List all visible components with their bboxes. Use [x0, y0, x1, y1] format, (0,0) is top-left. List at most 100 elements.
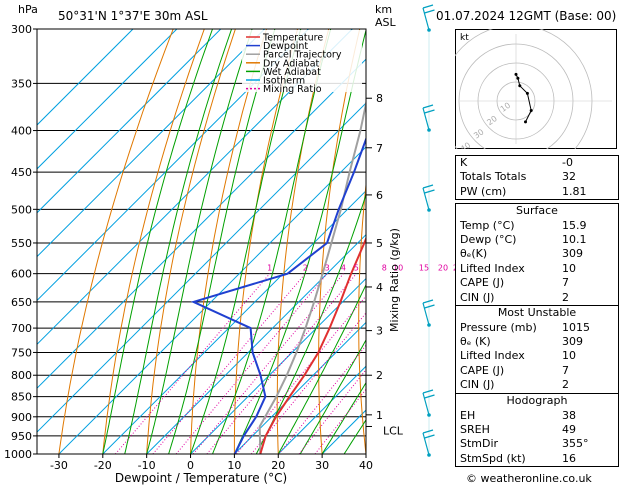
row-value: 38 — [562, 408, 576, 422]
parcel-trajectory-line — [258, 99, 366, 454]
mixing-ratio-label: 8 — [382, 264, 387, 273]
wind-barb-flag — [424, 434, 435, 439]
wind-barb-flag — [424, 189, 435, 194]
dry-adiabat-line — [190, 29, 267, 454]
hodograph-point — [524, 120, 527, 124]
table-row: CAPE (J) 7 — [456, 276, 618, 290]
table-row: K -0 — [456, 156, 618, 170]
hodograph-unit-label: kt — [460, 33, 469, 43]
mixing-ratio-label: 2 — [303, 264, 308, 273]
wind-barb-flag — [422, 104, 434, 109]
row-value: 7 — [562, 276, 569, 290]
x-tick-label: 30 — [315, 459, 329, 472]
row-label: θₑ (K) — [460, 334, 491, 348]
row-value: 10 — [562, 349, 576, 363]
isotherm-line — [37, 102, 366, 433]
wind-barb-flag — [422, 4, 434, 9]
mixing-ratio-label: 20 — [438, 264, 448, 273]
row-label: K — [460, 156, 468, 169]
row-value: 10.1 — [562, 232, 587, 246]
pressure-tick-label: 650 — [11, 296, 32, 309]
isotherm-line — [37, 29, 222, 214]
dewpoint-line — [190, 136, 366, 454]
hodograph-point — [529, 109, 533, 112]
table-row: Pressure (mb) 1015 — [456, 321, 618, 335]
km-tick-label: 5 — [376, 237, 383, 250]
legend-label: Mixing Ratio — [263, 84, 322, 95]
row-value: -0 — [562, 156, 573, 169]
km-tick-label: 2 — [376, 369, 383, 382]
row-value: 49 — [562, 422, 576, 436]
row-label: θₑ(K) — [460, 247, 488, 261]
dry-adiabat-line — [102, 29, 205, 454]
mixing-ratio-line — [314, 388, 366, 454]
wind-barb-staff — [422, 187, 430, 211]
row-label: CAPE (J) — [460, 276, 505, 290]
table-row: Totals Totals 32 — [456, 170, 618, 184]
wet-adiabat-line — [212, 29, 332, 454]
row-label: Temp (°C) — [460, 218, 515, 232]
mixing-ratio-line — [192, 273, 344, 454]
mixing-ratio-label: 10 — [393, 264, 403, 273]
x-tick-label: -20 — [94, 459, 112, 472]
temperature-line — [259, 236, 366, 454]
wind-barb-staff — [422, 302, 430, 326]
units-asl: ASL — [375, 16, 396, 29]
wet-adiabat-line — [299, 338, 366, 454]
mixing-ratio-line — [206, 273, 357, 454]
row-value: 16 — [562, 451, 576, 465]
legend-label: Temperature — [262, 33, 323, 44]
table-row: θₑ(K) 309 — [456, 247, 618, 261]
wind-barb-flag — [422, 429, 434, 434]
hodograph-table: Hodograph EH 38 SREH 49 StmDir 355° StmSpd (kt)… — [455, 393, 619, 468]
mixing-ratio-line — [152, 273, 306, 454]
x-tick-label: 40 — [359, 459, 373, 472]
pressure-tick-label: 900 — [11, 411, 32, 424]
wind-barb-staff — [422, 432, 430, 456]
row-value: 15.9 — [562, 218, 587, 232]
pressure-tick-label: 750 — [11, 346, 32, 359]
table-title: Hodograph — [506, 394, 568, 407]
isotherm-line — [37, 29, 309, 302]
row-label: SREH — [460, 422, 490, 436]
table-row: StmSpd (kt) 16 — [456, 452, 618, 466]
legend-label: Isotherm — [263, 76, 305, 87]
wet-adiabat-line — [102, 29, 213, 454]
x-tick-label: 0 — [187, 459, 194, 472]
row-value: 1015 — [562, 320, 590, 334]
pressure-tick-label: 400 — [11, 125, 32, 138]
row-label: CIN (J) — [460, 378, 495, 392]
legend-box — [242, 30, 362, 92]
row-value: 32 — [562, 170, 576, 184]
row-value: 309 — [562, 247, 583, 261]
table-row: EH 38 — [456, 409, 618, 423]
table-title: Surface — [516, 204, 558, 217]
mixing-ratio-axis-label: Mixing Ratio (g/kg) — [388, 228, 401, 332]
table-row: PW (cm) 1.81 — [456, 185, 618, 199]
wet-adiabat-line — [321, 381, 366, 454]
pressure-tick-label: 350 — [11, 77, 32, 90]
pressure-tick-label: 300 — [11, 23, 32, 36]
x-tick-label: 10 — [227, 459, 241, 472]
wind-barb-flag — [422, 299, 434, 304]
pressure-tick-label: 500 — [11, 203, 32, 216]
x-axis-label: Dewpoint / Temperature (°C) — [115, 471, 287, 485]
wet-adiabat-line — [277, 283, 366, 454]
table-row: θₑ (K) 309 — [456, 335, 618, 349]
units-km: km — [375, 3, 393, 16]
table-row: SREH 49 — [456, 423, 618, 437]
datetime-title: 01.07.2024 12GMT (Base: 00) — [436, 9, 617, 23]
wind-barb-staff — [422, 392, 430, 416]
indices-table: K -0 Totals Totals 32 PW (cm) 1.81 — [455, 155, 619, 201]
dry-adiabat-line — [58, 29, 174, 454]
wet-adiabat-line — [146, 29, 253, 454]
table-row: Lifted Index 10 — [456, 349, 618, 363]
pressure-tick-label: 550 — [11, 237, 32, 250]
wind-barb-staff — [422, 7, 430, 31]
hodograph-point — [525, 91, 529, 95]
units-hpa: hPa — [18, 3, 38, 16]
table-row: CIN (J) 2 — [456, 378, 618, 392]
row-value: 7 — [562, 363, 569, 377]
